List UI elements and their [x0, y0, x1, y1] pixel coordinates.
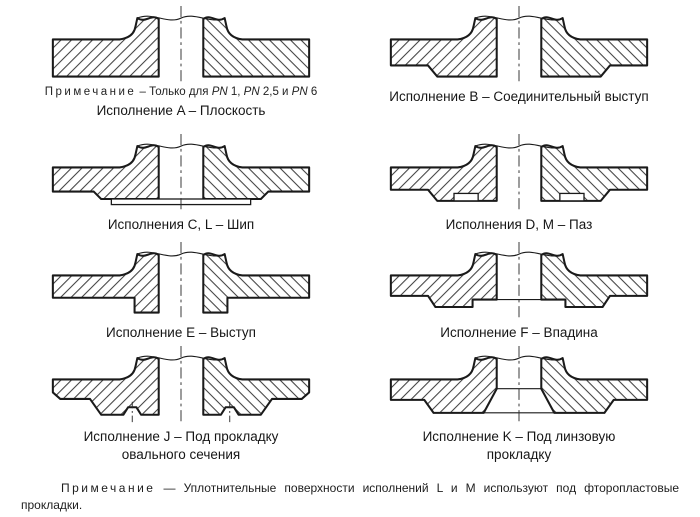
footnote-text: — Уплотнительные поверхности исполнений … [21, 481, 679, 513]
figure-B: Исполнение B – Соединительный выступ [350, 6, 688, 134]
footnote: Примечание — Уплотнительные поверхности … [21, 480, 679, 515]
figure-caption: Исполнение K – Под линзовую прокладку [422, 429, 616, 463]
footnote-label: Примечание [61, 481, 156, 495]
figure-caption: Исполнение B – Соединительный выступ [389, 89, 649, 104]
flange-section-K-drawing [389, 346, 649, 424]
figure-J: Исполнение J – Под прокладку овального с… [12, 346, 350, 472]
flange-section-DM-drawing [389, 134, 649, 212]
figure-E: Исполнение E – Выступ [12, 242, 350, 346]
flange-section-F-drawing [389, 242, 649, 320]
figure-note-part: 1, [227, 86, 244, 98]
figure-note-part: PN [291, 86, 308, 98]
figure-F: Исполнение F – Впадина [350, 242, 688, 346]
figure-caption: Исполнение F – Впадина [440, 325, 598, 340]
figures-grid: Примечание – Только для PN 1, PN 2,5 и P… [0, 6, 700, 472]
flange-section-A-drawing [51, 6, 311, 84]
figure-K: Исполнение K – Под линзовую прокладку [350, 346, 688, 472]
flange-section-B-drawing [389, 6, 649, 84]
flange-section-E-drawing [51, 242, 311, 320]
figure-caption: Исполнение A – Плоскость [96, 103, 266, 118]
flange-section-J-drawing [51, 346, 311, 424]
figure-note: Примечание – Только для PN 1, PN 2,5 и P… [45, 86, 317, 98]
figure-caption: Исполнения D, M – Паз [445, 217, 593, 232]
figure-note-part: – Только для [136, 86, 212, 98]
figure-note-part: 2,5 и [259, 86, 292, 98]
figure-note-part: PN [211, 86, 228, 98]
figure-note-part: 6 [307, 86, 318, 98]
figure-CL: Исполнения C, L – Шип [12, 134, 350, 242]
figure-note-part: Примечание [44, 86, 137, 98]
figure-caption: Исполнение J – Под прокладку овального с… [83, 429, 279, 463]
figure-A: Примечание – Только для PN 1, PN 2,5 и P… [12, 6, 350, 134]
flange-section-CL-drawing [51, 134, 311, 212]
figure-caption: Исполнение E – Выступ [106, 325, 256, 340]
figure-note-part: PN [243, 86, 260, 98]
figure-DM: Исполнения D, M – Паз [350, 134, 688, 242]
figure-caption: Исполнения C, L – Шип [107, 217, 255, 232]
